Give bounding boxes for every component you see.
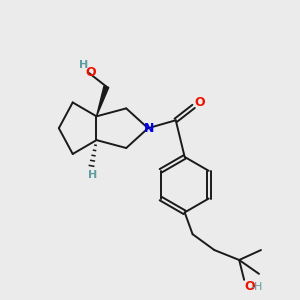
Text: O: O (245, 280, 255, 293)
Text: -H: -H (251, 282, 263, 292)
Text: H: H (88, 170, 97, 180)
Text: O: O (194, 96, 205, 109)
Text: H: H (79, 60, 88, 70)
Text: N: N (144, 122, 154, 135)
Polygon shape (97, 86, 109, 116)
Text: O: O (85, 66, 96, 79)
